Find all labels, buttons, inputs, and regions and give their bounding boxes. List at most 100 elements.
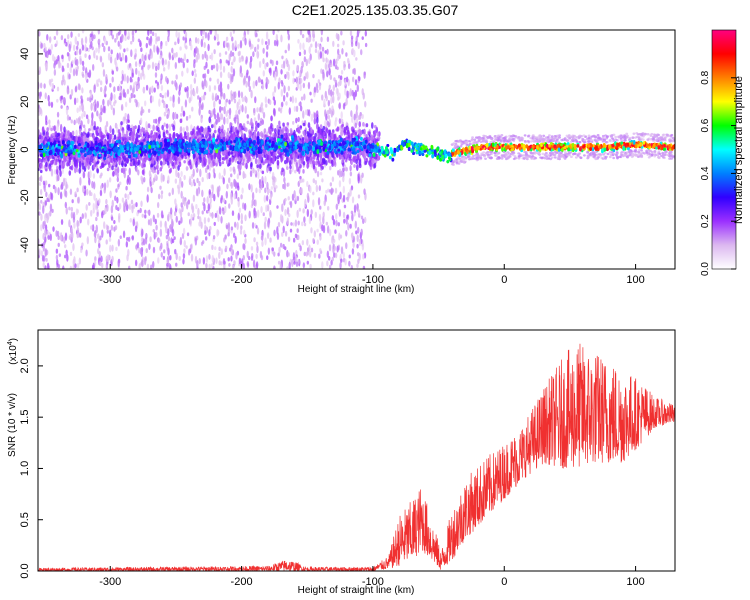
- spectrogram-cell: [155, 224, 158, 231]
- spectrogram-cell: [354, 220, 357, 229]
- spectrogram-cell: [340, 30, 343, 36]
- spectrogram-cell: [292, 120, 295, 125]
- spectrogram-cell: [77, 83, 81, 91]
- spectrogram-cell: [152, 261, 155, 269]
- spectrogram-cell: [240, 225, 243, 230]
- spectrogram-cell: [127, 124, 131, 129]
- spectrogram-cell: [169, 156, 172, 162]
- spectrogram-cell: [234, 182, 237, 187]
- spectrogram-cell: [167, 228, 170, 237]
- spectrogram-cell: [134, 98, 137, 103]
- spectrogram-cell: [253, 117, 257, 122]
- spectrogram-cell: [273, 265, 276, 269]
- spectrogram-cell: [306, 260, 310, 265]
- spectrogram-cell: [288, 261, 291, 269]
- spectrogram-cell: [51, 84, 55, 91]
- spectrogram-cell: [134, 48, 137, 54]
- spectrogram-cell: [282, 225, 285, 234]
- spectrogram-cell: [110, 30, 113, 36]
- spectrogram-cell: [331, 91, 335, 96]
- spectrogram-cell: [38, 92, 42, 100]
- spectrogram-cell: [250, 246, 254, 251]
- spectrogram-cell: [201, 189, 204, 198]
- spectrogram-cell: [118, 132, 122, 139]
- spectrogram-cell: [178, 220, 181, 225]
- spectrogram-cell: [219, 58, 222, 65]
- spectrogram-cell: [57, 60, 61, 69]
- spectrogram-cell: [119, 43, 122, 50]
- spectrogram-cell: [220, 261, 223, 266]
- spectrogram-cell: [182, 126, 186, 134]
- spectrogram-cell: [129, 127, 133, 132]
- spectrogram-cell: [184, 36, 188, 44]
- spectrogram-cell: [121, 197, 125, 203]
- spectrogram-cell: [227, 83, 230, 90]
- spectrogram-cell: [98, 113, 101, 120]
- spectrogram-cell: [346, 214, 349, 219]
- spectrogram-cell: [38, 70, 41, 76]
- spectrogram-cell: [210, 110, 214, 117]
- spectrogram-cell: [114, 225, 118, 231]
- spectrogram-cell: [316, 110, 319, 117]
- spectrogram-cell: [168, 211, 171, 217]
- spectrogram-cell: [302, 82, 306, 89]
- spectrogram-cell: [239, 123, 243, 128]
- spectrogram-cell: [268, 188, 271, 193]
- spectrogram-cell: [120, 121, 123, 126]
- spectrogram-cell: [227, 60, 230, 66]
- spectrogram-cell: [148, 64, 151, 69]
- spectrogram-cell: [190, 124, 193, 131]
- spectrogram-cell: [80, 120, 83, 128]
- spectrogram-cell: [142, 86, 146, 94]
- spectrogram-cell: [141, 228, 144, 236]
- spectrogram-cell: [183, 240, 186, 248]
- spectrogram-cell: [339, 234, 343, 239]
- spectrogram-cell: [103, 37, 107, 45]
- spectrogram-cell: [166, 243, 169, 252]
- spectrogram-cell: [51, 54, 55, 62]
- spectrogram-cell: [331, 176, 335, 182]
- spectrogram-cell: [154, 218, 157, 225]
- spectrogram-cell: [232, 133, 236, 140]
- spectrogram-cell: [210, 52, 214, 61]
- spectrogram-cell: [203, 73, 207, 79]
- spectrogram-cell: [137, 159, 141, 166]
- spectrogram-cell: [243, 202, 247, 211]
- spectrogram-cell: [45, 191, 48, 198]
- spectrogram-cell: [184, 99, 188, 108]
- spectrogram-cell: [110, 216, 114, 221]
- spectrogram-cell: [203, 203, 206, 212]
- spectrogram-cell: [149, 181, 152, 187]
- spectrogram-cell: [134, 225, 138, 233]
- spectrogram-cell: [81, 44, 85, 51]
- spectrogram-cell: [219, 207, 222, 215]
- spectrogram-cell: [245, 152, 249, 159]
- spectrogram-cell: [302, 169, 305, 174]
- spectrogram-cell: [130, 49, 133, 58]
- spectrogram-cell: [319, 205, 322, 210]
- spectrogram-cell: [370, 122, 374, 129]
- spectrogram-cell: [211, 191, 214, 199]
- spectrogram-cell: [349, 223, 352, 229]
- spectrogram-cell: [350, 41, 354, 48]
- spectrogram-cell: [238, 257, 242, 265]
- spectrogram-cell: [338, 53, 341, 60]
- spectrogram-cell: [298, 179, 302, 184]
- spectrogram-cell: [228, 203, 231, 209]
- spectrogram-cell: [100, 172, 103, 177]
- spectrogram-cell: [40, 224, 43, 232]
- spectrogram-cell: [122, 88, 125, 94]
- spectrogram-cell: [340, 258, 343, 263]
- spectrogram-cell: [338, 102, 341, 110]
- spectrogram-cell: [214, 212, 218, 219]
- spectrogram-cell: [212, 235, 216, 240]
- spectrogram-cell: [256, 227, 260, 235]
- spectrogram-cell: [308, 36, 311, 43]
- spectrogram-cell: [355, 57, 358, 61]
- spectrogram-cell: [97, 38, 101, 44]
- spectrogram-cell: [328, 67, 331, 76]
- spectrogram-cell: [296, 209, 299, 219]
- spectrogram-cell: [40, 213, 43, 221]
- spectrogram-cell: [333, 245, 337, 251]
- spectrogram-cell: [163, 111, 167, 117]
